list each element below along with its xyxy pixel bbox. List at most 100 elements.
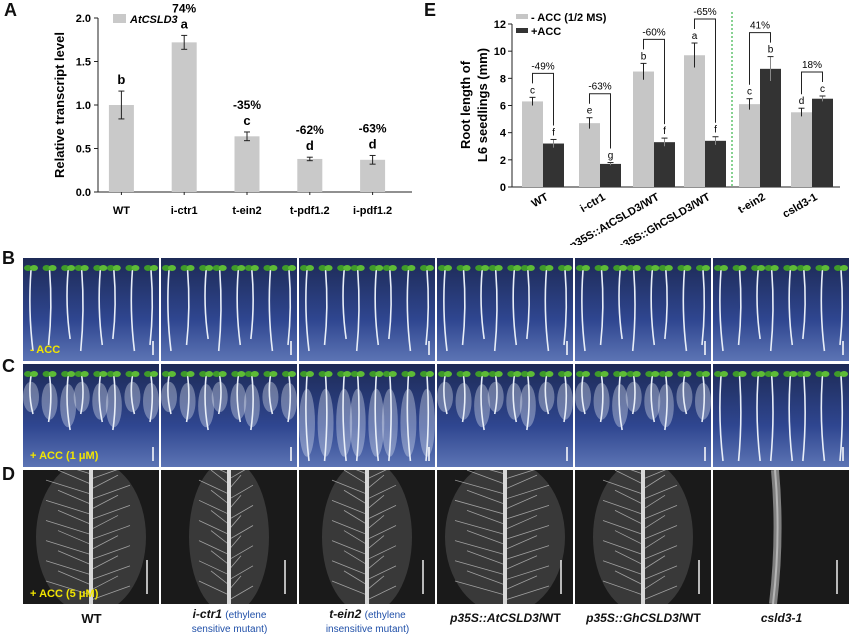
caption-i-ctr1-sub1: (ethylene: [225, 610, 267, 621]
cotyledon: [42, 371, 51, 377]
photo-tile: [575, 364, 711, 467]
root: [563, 375, 568, 423]
y-tick-label: 1.0: [76, 100, 91, 112]
root-hair: [614, 510, 644, 525]
root-hair: [228, 470, 246, 480]
root-hair: [90, 494, 119, 510]
root-hair: [45, 580, 92, 596]
y-tick-label: 1.5: [76, 57, 91, 69]
cotyledon: [237, 265, 246, 271]
root: [512, 375, 518, 423]
cotyledon: [626, 371, 635, 377]
cotyledon: [677, 371, 686, 377]
root-hair: [90, 470, 118, 480]
significance-letter: f: [714, 125, 717, 136]
photo-tile: [437, 470, 573, 604]
percent-label: -65%: [693, 7, 716, 18]
root: [788, 269, 794, 346]
bar: [522, 101, 543, 187]
cotyledon: [99, 265, 108, 271]
root: [788, 375, 794, 462]
row-label-b: - ACC: [30, 344, 61, 356]
photo-tile: [299, 470, 435, 604]
root-hair: [642, 555, 666, 571]
cotyledon: [481, 371, 490, 377]
cotyledon: [288, 371, 296, 377]
root-hairs: [143, 382, 159, 420]
root: [802, 375, 806, 462]
cotyledon: [375, 265, 384, 271]
panel-letter-c: C: [2, 356, 15, 376]
cotyledon: [144, 371, 152, 377]
root-hair: [228, 525, 254, 540]
cotyledon: [250, 265, 259, 271]
root: [599, 375, 604, 423]
root-hairs: [575, 381, 591, 413]
cotyledon: [545, 371, 554, 377]
cotyledon: [520, 371, 529, 377]
root: [480, 375, 485, 431]
cotyledon: [513, 371, 522, 377]
cotyledon: [144, 265, 152, 271]
cotyledon: [558, 265, 566, 271]
root: [388, 375, 392, 462]
significance-letter: c: [243, 113, 250, 128]
cotyledon: [714, 371, 722, 377]
root-hair: [454, 520, 506, 535]
seedling-photo: [437, 470, 573, 604]
bar: [297, 158, 323, 192]
y-axis-label-line2: L6 seedlings (mm): [475, 48, 490, 162]
photo-tile: [299, 364, 435, 467]
root-hair: [343, 570, 368, 586]
root-hair: [90, 575, 119, 591]
root-hairs: [105, 384, 122, 428]
root: [664, 375, 668, 431]
plate-background: [575, 364, 711, 467]
root: [618, 269, 623, 340]
cotyledon: [30, 371, 38, 377]
root-hair: [642, 515, 666, 530]
root: [374, 375, 380, 462]
photo-row-b: [23, 258, 850, 361]
root: [185, 375, 190, 423]
seedling-photo: [437, 258, 573, 361]
root-hair: [45, 560, 92, 576]
cotyledon: [125, 371, 134, 377]
cotyledon: [720, 265, 728, 271]
root-hair: [90, 525, 131, 540]
cotyledon: [350, 371, 359, 377]
root-hair: [466, 530, 506, 545]
root-hair: [331, 540, 368, 556]
cotyledon: [150, 265, 158, 271]
percent-label: -62%: [296, 123, 324, 137]
root-hair: [602, 499, 644, 515]
legend-label: AtCSLD3: [129, 14, 178, 26]
root-hairs: [368, 388, 385, 457]
x-tick-label: t-ein2: [736, 191, 767, 216]
seedling-photo: [161, 258, 297, 361]
cotyledon: [205, 265, 214, 271]
photo-tile: [437, 364, 573, 467]
root-hair: [343, 489, 368, 505]
y-tick-label: 0.5: [76, 144, 91, 156]
plate-background: [23, 364, 159, 467]
seedling-photo: [437, 364, 573, 467]
cotyledon: [420, 265, 428, 271]
seedling-photo: [299, 258, 435, 361]
cotyledon: [106, 371, 115, 377]
cotyledon: [42, 265, 51, 271]
cotyledon: [751, 371, 760, 377]
root: [79, 375, 84, 415]
y-tick-label: 8: [500, 73, 506, 85]
root-hair: [504, 555, 538, 571]
root-hairs: [92, 382, 109, 420]
cotyledon: [558, 371, 566, 377]
seedling-photo: [713, 364, 849, 467]
seedling-photo: [299, 470, 435, 604]
root-hair: [642, 504, 678, 520]
cotyledon: [343, 265, 352, 271]
photo-tile: [161, 364, 297, 467]
root-hair: [504, 470, 535, 480]
root-hairs: [625, 381, 642, 413]
cotyledon: [664, 371, 673, 377]
